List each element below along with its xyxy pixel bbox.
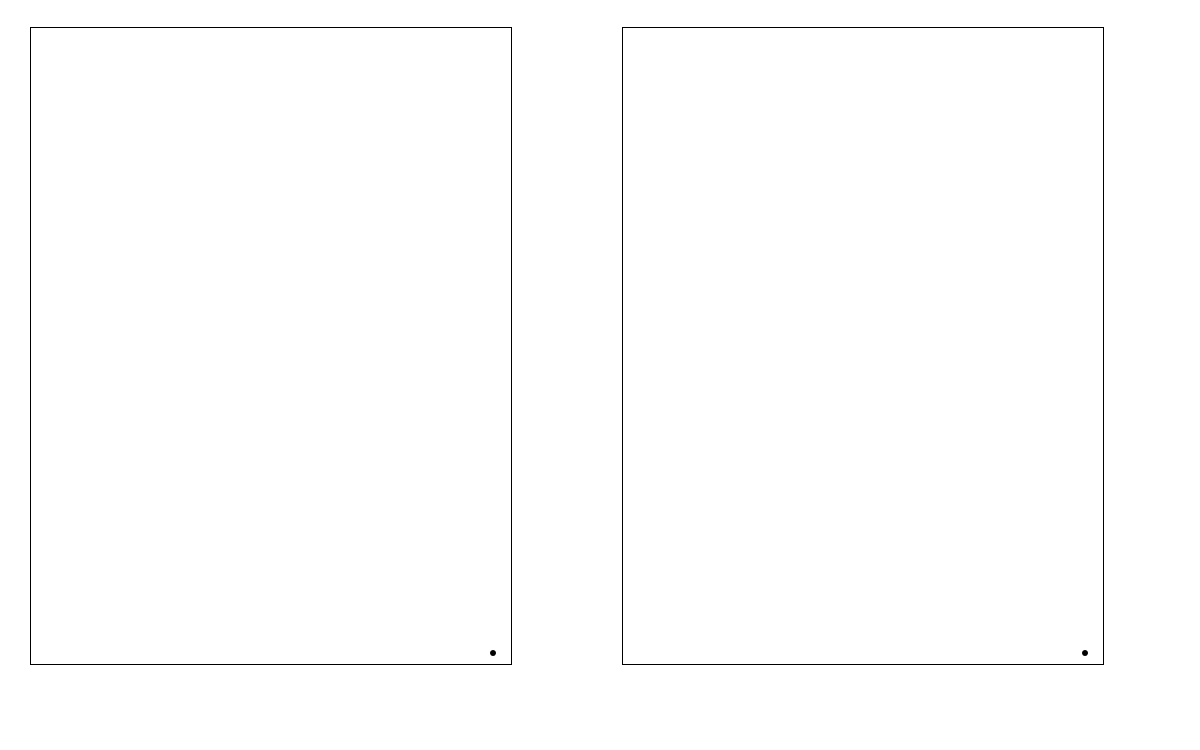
aqs-legend-dot-icon xyxy=(1082,650,1088,656)
aqs-legend-right xyxy=(1082,650,1093,656)
aqs-station-markers-model[interactable] xyxy=(31,28,511,664)
aqs-legend-left xyxy=(490,650,501,656)
model-map-plot[interactable] xyxy=(30,27,512,665)
bias-panel xyxy=(600,0,1200,750)
model-panel xyxy=(30,27,512,665)
aqs-station-markers-bias[interactable] xyxy=(623,28,1103,664)
bias-map-plot[interactable] xyxy=(622,27,1104,665)
aqs-legend-dot-icon xyxy=(490,650,496,656)
